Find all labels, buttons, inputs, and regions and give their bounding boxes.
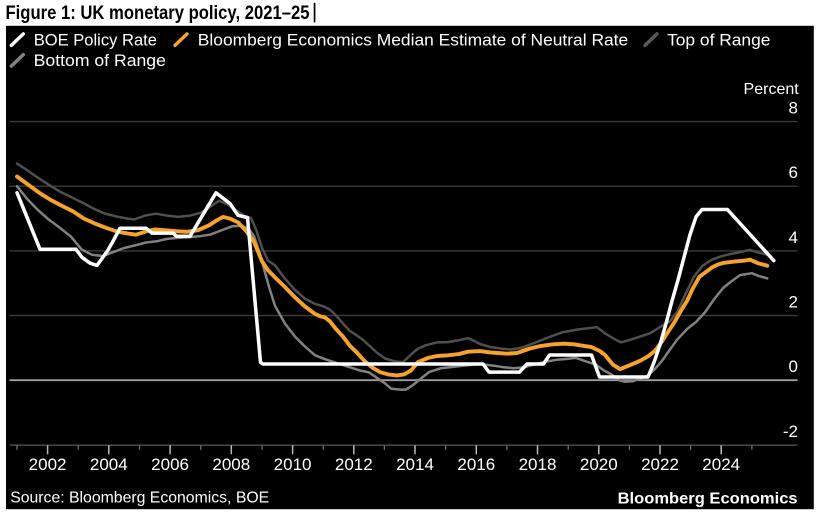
svg-text:2020: 2020 — [580, 455, 618, 474]
svg-text:Bottom of Range: Bottom of Range — [34, 51, 166, 70]
svg-text:Figure 1: UK monetary policy,: Figure 1: UK monetary policy, 2021–25 — [6, 2, 310, 24]
svg-text:Bloomberg Economics Median Est: Bloomberg Economics Median Estimate of N… — [198, 31, 628, 50]
svg-text:2006: 2006 — [151, 455, 189, 474]
svg-text:-2: -2 — [783, 422, 798, 441]
svg-text:Bloomberg Economics: Bloomberg Economics — [618, 490, 798, 507]
svg-text:2008: 2008 — [212, 455, 250, 474]
svg-text:2: 2 — [789, 293, 798, 312]
svg-text:0: 0 — [789, 357, 798, 376]
svg-text:2016: 2016 — [457, 455, 495, 474]
svg-text:2014: 2014 — [396, 455, 434, 474]
svg-text:8: 8 — [789, 99, 798, 118]
svg-text:4: 4 — [789, 228, 798, 247]
svg-text:2004: 2004 — [90, 455, 128, 474]
svg-text:2002: 2002 — [29, 455, 67, 474]
svg-text:2010: 2010 — [274, 455, 312, 474]
svg-text:Percent: Percent — [744, 81, 800, 98]
svg-text:2018: 2018 — [519, 455, 557, 474]
svg-text:2012: 2012 — [335, 455, 373, 474]
svg-text:BOE Policy Rate: BOE Policy Rate — [34, 31, 157, 50]
svg-text:Top of Range: Top of Range — [667, 31, 770, 50]
svg-text:6: 6 — [789, 163, 798, 182]
svg-text:Source: Bloomberg Economics, B: Source: Bloomberg Economics, BOE — [10, 490, 269, 507]
svg-text:2022: 2022 — [641, 455, 679, 474]
svg-text:2024: 2024 — [702, 455, 740, 474]
